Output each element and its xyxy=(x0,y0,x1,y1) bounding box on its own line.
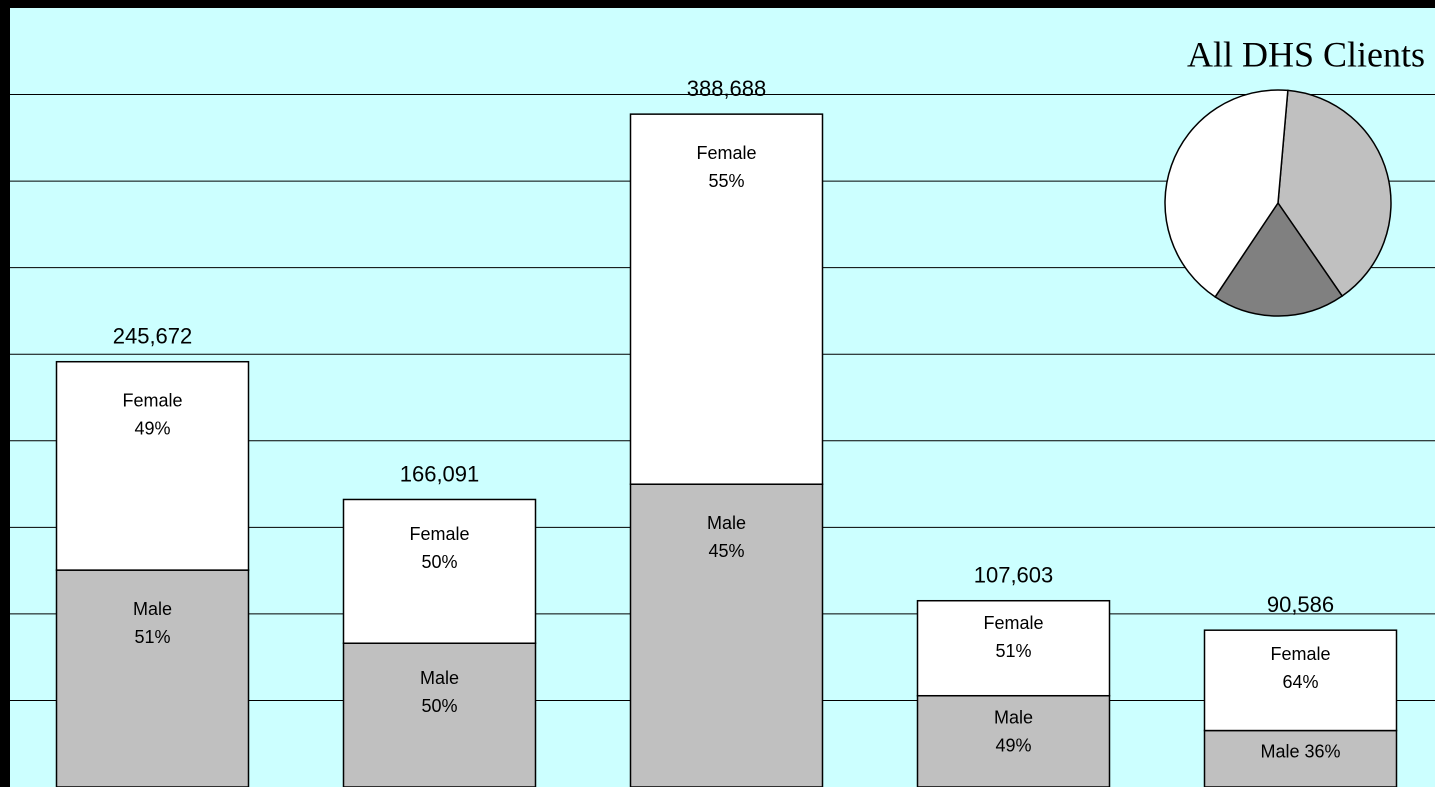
segment-share: 55% xyxy=(708,171,744,191)
total-label: 388,688 xyxy=(687,76,767,101)
segment-name: Male xyxy=(1260,741,1299,761)
segment-share: 51% xyxy=(995,641,1031,661)
bar-segment xyxy=(55,569,250,787)
segment-share: 50% xyxy=(421,696,457,716)
bar-segment xyxy=(629,113,824,485)
bar-segment xyxy=(916,599,1111,697)
segment-name: Female xyxy=(696,143,756,163)
segment-name: Female xyxy=(409,524,469,544)
segment-share: 45% xyxy=(708,541,744,561)
segment-name: Male xyxy=(133,599,172,619)
bar-segment xyxy=(1203,729,1398,787)
bar-segment xyxy=(342,498,537,644)
segment-share: 49% xyxy=(995,735,1031,755)
bar-segment xyxy=(55,360,250,571)
segment-name: Female xyxy=(122,390,182,410)
total-label: 166,091 xyxy=(400,461,480,486)
pie-slice xyxy=(1277,89,1392,298)
segment-share: 50% xyxy=(421,552,457,572)
segment-label: Male 36% xyxy=(1260,741,1340,761)
segment-share: 36% xyxy=(1304,741,1340,761)
segment-share: 64% xyxy=(1282,672,1318,692)
pie-chart: All DHS Clients xyxy=(1164,34,1425,317)
bar-segment xyxy=(342,642,537,787)
segment-name: Female xyxy=(983,613,1043,633)
pie-slice xyxy=(1164,89,1289,298)
pie-title: All DHS Clients xyxy=(1187,34,1425,74)
segment-name: Male xyxy=(420,668,459,688)
bar-segment xyxy=(1203,629,1398,732)
segment-share: 51% xyxy=(134,627,170,647)
bars: Male 51% Female 49% 245,672 Male 50% Female 50% 1… xyxy=(55,76,1398,787)
segment-share: 49% xyxy=(134,418,170,438)
total-label: 90,586 xyxy=(1267,592,1334,617)
segment-name: Female xyxy=(1270,644,1330,664)
bar-segment xyxy=(916,694,1111,787)
total-label: 245,672 xyxy=(113,324,193,349)
pie-slice xyxy=(1214,201,1344,317)
bar-segment xyxy=(629,483,824,787)
total-label: 107,603 xyxy=(974,563,1054,588)
segment-name: Male xyxy=(707,513,746,533)
segment-name: Male xyxy=(994,707,1033,727)
